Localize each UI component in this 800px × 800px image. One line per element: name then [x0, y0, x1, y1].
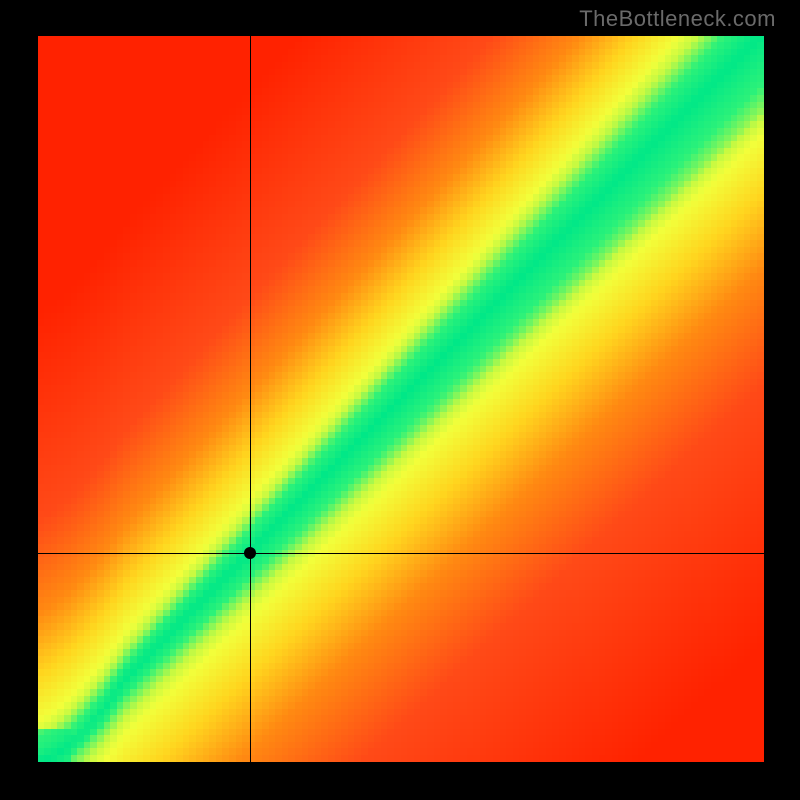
- crosshair-horizontal: [38, 553, 764, 554]
- crosshair-vertical: [250, 36, 251, 762]
- heatmap-plot: [38, 36, 764, 762]
- crosshair-point: [244, 547, 256, 559]
- heatmap-canvas: [38, 36, 764, 762]
- watermark-text: TheBottleneck.com: [579, 6, 776, 32]
